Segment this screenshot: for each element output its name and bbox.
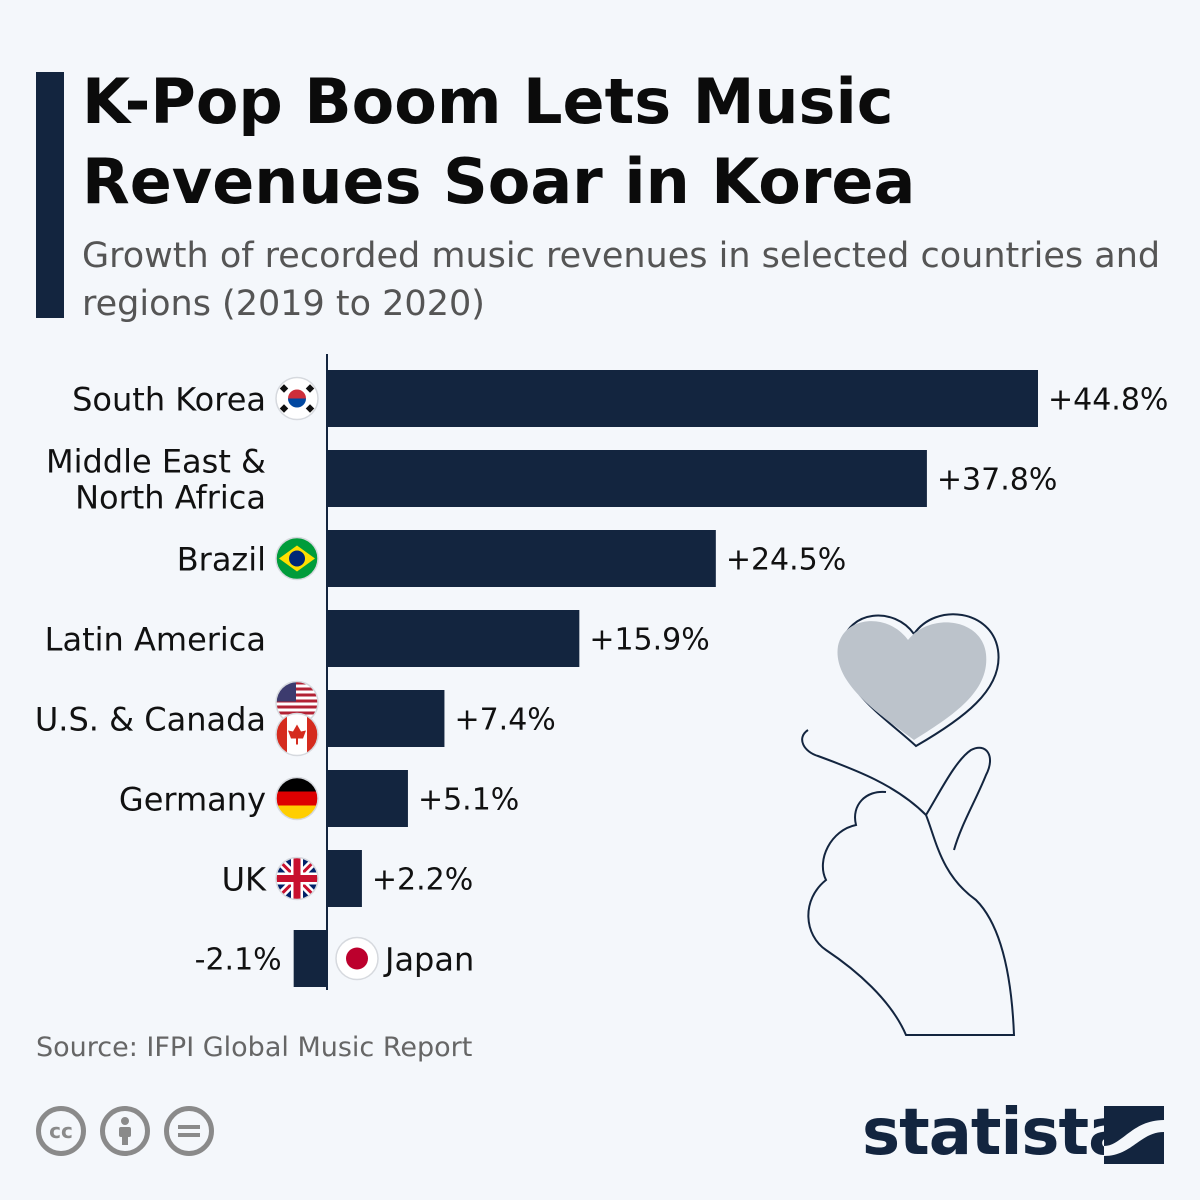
kr-flag-icon xyxy=(275,376,319,421)
value-label-1: +37.8% xyxy=(937,463,1057,498)
de-flag-icon xyxy=(275,776,319,821)
value-label-2: +24.5% xyxy=(726,543,846,578)
category-label-1: Middle East & North Africa xyxy=(46,443,266,517)
category-label-4: U.S. & Canada xyxy=(35,701,266,739)
bar-4 xyxy=(327,690,445,747)
source-note: Source: IFPI Global Music Report xyxy=(36,1032,473,1063)
category-label-0: South Korea xyxy=(72,381,266,419)
uk-flag-icon xyxy=(275,856,319,901)
cc-icon: cc xyxy=(36,1106,86,1156)
value-label-4: +7.4% xyxy=(454,703,555,738)
bar-1 xyxy=(327,450,927,507)
license-icons: cc xyxy=(36,1106,214,1156)
no-derivatives-icon xyxy=(164,1106,214,1156)
attribution-icon xyxy=(100,1106,150,1156)
category-label-2: Brazil xyxy=(177,541,266,579)
category-label-6: UK xyxy=(222,861,267,899)
category-label-5: Germany xyxy=(119,781,266,819)
bar-5 xyxy=(327,770,408,827)
page-title: K-Pop Boom Lets Music Revenues Soar in K… xyxy=(82,65,916,218)
jp-flag-icon xyxy=(335,936,379,981)
statista-logo-icon xyxy=(1104,1106,1164,1164)
statista-logo: statista xyxy=(862,1096,1131,1170)
value-label-5: +5.1% xyxy=(418,783,519,818)
value-label-3: +15.9% xyxy=(589,623,709,658)
bar-6 xyxy=(327,850,362,907)
bar-7 xyxy=(293,930,327,987)
bar-3 xyxy=(327,610,580,667)
bar-chart: +44.8% South Korea +37.8% Middle East & Nort… xyxy=(35,354,1168,990)
page-subtitle: Growth of recorded music revenues in sel… xyxy=(82,236,1161,324)
category-label-7: Japan xyxy=(383,941,474,979)
value-label-7: -2.1% xyxy=(195,943,282,978)
value-label-6: +2.2% xyxy=(372,863,473,898)
ca-flag-icon xyxy=(275,712,319,757)
value-label-0: +44.8% xyxy=(1048,383,1168,418)
category-label-3: Latin America xyxy=(45,621,266,659)
title-accent-bar xyxy=(36,72,64,318)
bar-0 xyxy=(327,370,1038,427)
finger-heart-icon xyxy=(801,613,1016,1036)
br-flag-icon xyxy=(275,536,319,581)
bar-2 xyxy=(327,530,716,587)
